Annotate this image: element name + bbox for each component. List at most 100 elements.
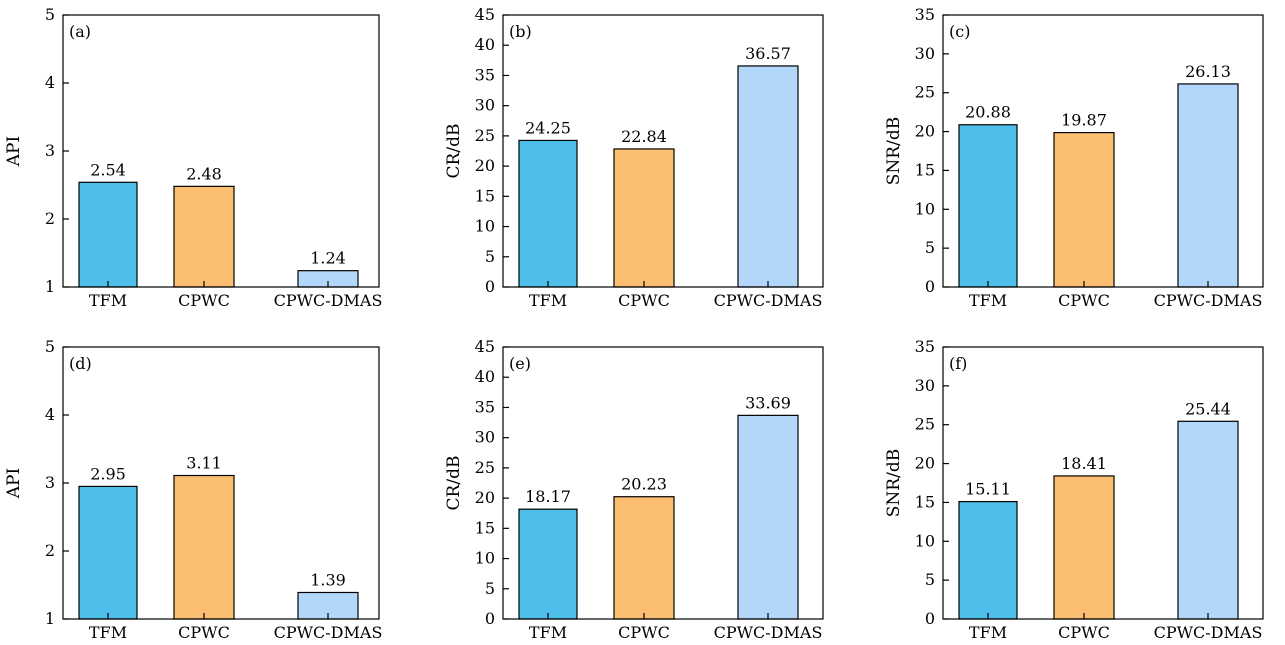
panel-tag: (b): [509, 22, 532, 41]
data-label: 24.25: [525, 118, 571, 137]
bar-cpwc-dmas: [738, 66, 798, 287]
bar-cpwc: [1054, 476, 1114, 619]
y-tick-label: 30: [475, 428, 495, 447]
bar-cpwc: [614, 497, 674, 619]
y-tick-label: 35: [915, 5, 935, 24]
data-label: 2.95: [90, 464, 126, 483]
data-label: 25.44: [1185, 399, 1231, 418]
y-tick-label: 4: [45, 73, 55, 92]
chart-panel: 24.25 22.84 36.57 0 5 10 15 20 25 30 35 40 45 TFM CPWC…: [444, 5, 823, 310]
y-tick-label: 35: [915, 337, 935, 356]
data-label: 2.54: [90, 160, 126, 179]
y-tick-label: 20: [915, 454, 935, 473]
data-label: 1.39: [310, 570, 346, 589]
y-tick-label: 0: [925, 609, 935, 628]
y-tick-label: 5: [925, 570, 935, 589]
y-axis-title: SNR/dB: [884, 117, 904, 185]
x-tick-label: CPWC-DMAS: [1154, 291, 1263, 310]
chart-panel: 2.54 2.48 1.24 1 2 3 4 5 TFM CPWC CPWC-DMAS API (a): [4, 5, 382, 310]
panel-tag: (f): [949, 354, 967, 373]
x-tick-label: TFM: [529, 623, 567, 642]
y-tick-label: 20: [475, 156, 495, 175]
data-label: 18.41: [1061, 454, 1107, 473]
x-tick-label: CPWC-DMAS: [1154, 623, 1263, 642]
data-label: 26.13: [1185, 62, 1231, 81]
x-tick-label: TFM: [969, 291, 1007, 310]
panel-tag: (a): [69, 22, 91, 41]
x-tick-label: CPWC: [178, 623, 230, 642]
x-tick-label: CPWC-DMAS: [274, 291, 383, 310]
chart-panel: 2.95 3.11 1.39 1 2 3 4 5 TFM CPWC CPWC-DMAS API (d): [4, 337, 382, 642]
y-axis-title: CR/dB: [444, 124, 464, 179]
x-tick-label: TFM: [89, 623, 127, 642]
y-axis-title: API: [4, 468, 24, 499]
x-tick-label: CPWC: [1058, 291, 1110, 310]
y-tick-label: 3: [45, 141, 55, 160]
y-tick-label: 40: [475, 35, 495, 54]
chart-panel: 15.11 18.41 25.44 0 5 10 15 20 25 30 35 TFM CPWC CPWC…: [884, 337, 1263, 642]
y-tick-label: 15: [915, 160, 935, 179]
y-tick-label: 25: [915, 415, 935, 434]
panel-tag: (c): [949, 22, 970, 41]
y-tick-label: 10: [475, 217, 495, 236]
y-tick-label: 25: [915, 83, 935, 102]
bar-tfm: [79, 486, 137, 619]
data-label: 18.17: [525, 487, 571, 506]
y-tick-label: 15: [915, 492, 935, 511]
y-tick-label: 15: [475, 518, 495, 537]
data-label: 1.24: [310, 249, 346, 268]
x-tick-label: TFM: [969, 623, 1007, 642]
y-tick-label: 1: [45, 609, 55, 628]
y-tick-label: 20: [475, 488, 495, 507]
bar-cpwc-dmas: [1178, 421, 1238, 619]
bar-tfm: [959, 502, 1017, 619]
data-label: 20.88: [965, 103, 1011, 122]
data-label: 36.57: [745, 44, 791, 63]
bar-cpwc: [614, 149, 674, 287]
y-tick-label: 5: [925, 238, 935, 257]
bar-tfm: [959, 125, 1017, 287]
y-tick-label: 40: [475, 367, 495, 386]
x-tick-label: CPWC: [1058, 623, 1110, 642]
y-axis-title: API: [4, 136, 24, 167]
y-tick-label: 45: [475, 337, 495, 356]
y-tick-label: 25: [475, 126, 495, 145]
y-tick-label: 0: [485, 277, 495, 296]
x-tick-label: TFM: [529, 291, 567, 310]
y-tick-label: 25: [475, 458, 495, 477]
y-tick-label: 5: [485, 579, 495, 598]
y-tick-label: 0: [485, 609, 495, 628]
chart-panel: 18.17 20.23 33.69 0 5 10 15 20 25 30 35 40 45 TFM CPWC…: [444, 337, 823, 642]
panel-tag: (e): [509, 354, 531, 373]
data-label: 20.23: [621, 475, 667, 494]
data-label: 2.48: [186, 164, 222, 183]
data-label: 33.69: [745, 393, 791, 412]
x-tick-label: TFM: [89, 291, 127, 310]
chart-panel: 20.88 19.87 26.13 0 5 10 15 20 25 30 35 TFM CPWC CPWC…: [884, 5, 1263, 310]
x-tick-label: CPWC-DMAS: [714, 291, 823, 310]
y-tick-label: 1: [45, 277, 55, 296]
panel-tag: (d): [69, 354, 92, 373]
y-tick-label: 35: [475, 397, 495, 416]
y-tick-label: 10: [915, 199, 935, 218]
y-tick-label: 4: [45, 405, 55, 424]
y-axis-title: SNR/dB: [884, 449, 904, 517]
bar-tfm: [79, 182, 137, 287]
x-tick-label: CPWC: [618, 291, 670, 310]
y-tick-label: 0: [925, 277, 935, 296]
y-tick-label: 2: [45, 541, 55, 560]
bar-tfm: [519, 140, 577, 287]
y-tick-label: 5: [485, 247, 495, 266]
y-tick-label: 2: [45, 209, 55, 228]
y-tick-label: 45: [475, 5, 495, 24]
y-axis-title: CR/dB: [444, 456, 464, 511]
y-tick-label: 3: [45, 473, 55, 492]
data-label: 15.11: [965, 480, 1011, 499]
data-label: 3.11: [186, 454, 222, 473]
bar-cpwc: [174, 186, 234, 287]
y-tick-label: 30: [915, 376, 935, 395]
y-tick-label: 35: [475, 65, 495, 84]
y-tick-label: 10: [475, 549, 495, 568]
bar-cpwc: [1054, 133, 1114, 287]
